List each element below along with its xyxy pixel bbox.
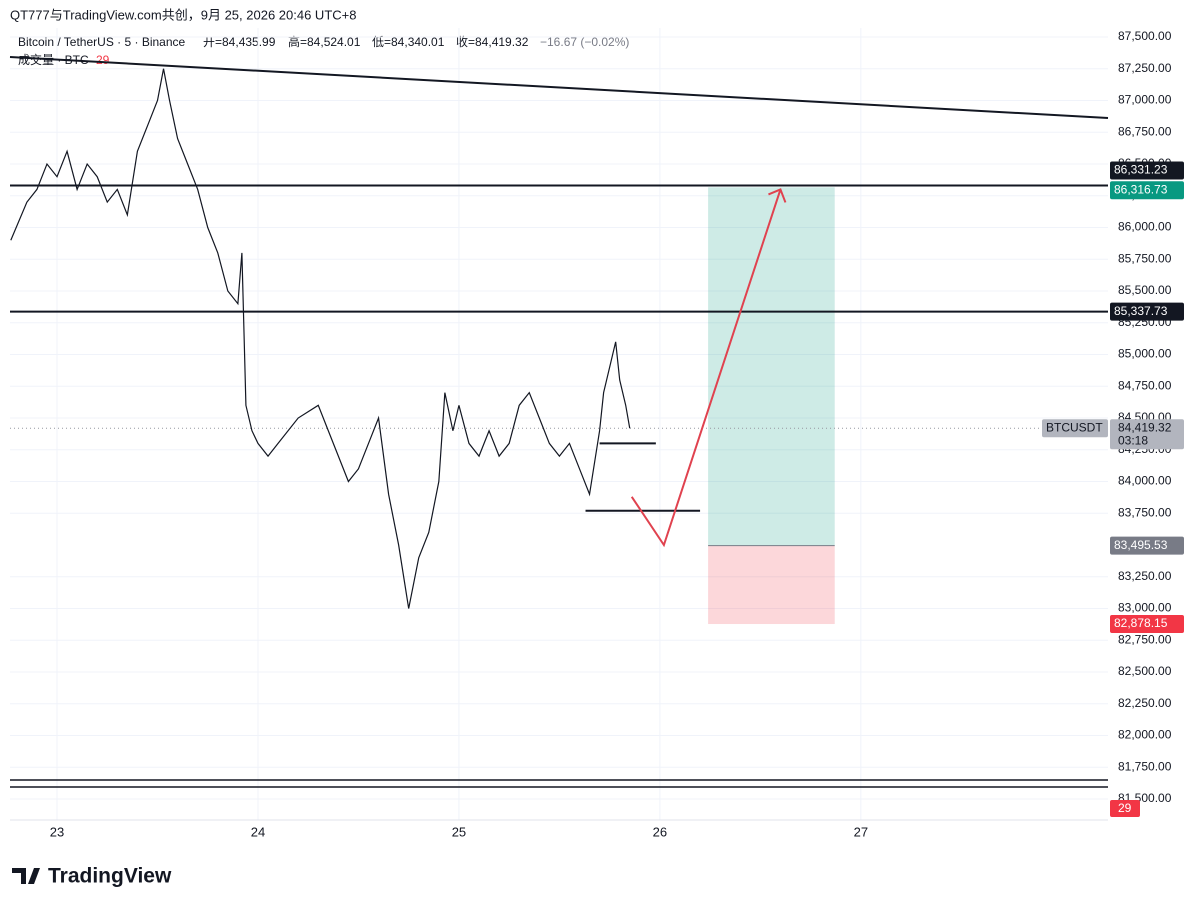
level-label-box xyxy=(1110,161,1184,180)
attribution: QT777与TradingView.com共创，9月 25, 2026 20:4… xyxy=(10,7,356,22)
symbol: Bitcoin / TetherUS · 5 · Binance xyxy=(18,35,186,49)
loss-zone xyxy=(708,545,835,625)
entry-label: 83,495.53 xyxy=(1114,538,1168,552)
profit-zone xyxy=(708,187,835,546)
y-tick-label: 85,500.00 xyxy=(1118,283,1172,297)
logo-icon xyxy=(12,868,40,884)
x-tick-label: 24 xyxy=(251,824,265,839)
y-tick-label: 82,000.00 xyxy=(1118,728,1172,742)
y-tick-label: 82,750.00 xyxy=(1118,632,1172,646)
y-tick-label: 87,000.00 xyxy=(1118,93,1172,107)
volume-value: 29 xyxy=(96,53,110,67)
last-box xyxy=(1110,419,1184,450)
ohlc-low: 低=84,340.01 xyxy=(372,35,445,49)
x-tick-label: 26 xyxy=(653,824,667,839)
y-tick-label: 85,000.00 xyxy=(1118,347,1172,361)
arrow xyxy=(630,189,782,548)
y-tick-label: 83,750.00 xyxy=(1118,505,1172,519)
ohlc-close: 收=84,419.32 xyxy=(456,35,529,49)
y-tick-label: 81,750.00 xyxy=(1118,759,1172,773)
y-tick-label: 83,000.00 xyxy=(1118,601,1172,615)
target-label: 86,316.73 xyxy=(1114,182,1168,196)
x-tick-label: 25 xyxy=(452,824,466,839)
y-tick-label: 82,250.00 xyxy=(1118,696,1172,710)
change: −16.67 (−0.02%) xyxy=(540,35,629,49)
y-tick-label: 83,250.00 xyxy=(1118,569,1172,583)
entry-label-box xyxy=(1110,536,1184,555)
y-tick-label: 85,750.00 xyxy=(1118,251,1172,265)
logo: TradingView xyxy=(12,865,172,888)
level-label: 85,337.73 xyxy=(1114,304,1168,318)
y-tick-label: 82,500.00 xyxy=(1118,664,1172,678)
ohlc-high: 高=84,524.01 xyxy=(288,34,361,49)
y-tick-label: 86,000.00 xyxy=(1118,220,1172,234)
last-price: 84,419.32 xyxy=(1118,420,1172,434)
symbol-box xyxy=(1042,419,1108,438)
x-tick-label: 23 xyxy=(50,824,64,839)
y-tick-label: 84,750.00 xyxy=(1118,378,1172,392)
stop-label: 82,878.15 xyxy=(1114,616,1168,630)
arrow-head xyxy=(768,188,787,203)
volume-badge-box xyxy=(1110,800,1140,817)
level-label-box xyxy=(1110,302,1184,321)
y-tick-label: 86,750.00 xyxy=(1118,124,1172,138)
logo-text: TradingView xyxy=(48,865,172,888)
y-tick-label: 87,250.00 xyxy=(1118,61,1172,75)
stop-label-box xyxy=(1110,615,1184,634)
volume-badge: 29 xyxy=(1118,801,1132,815)
price-line xyxy=(10,68,631,609)
y-tick-label: 84,000.00 xyxy=(1118,474,1172,488)
x-tick-label: 27 xyxy=(854,824,868,839)
symbol-label: BTCUSDT xyxy=(1046,420,1103,434)
countdown: 03:18 xyxy=(1118,433,1148,447)
y-tick-label: 87,500.00 xyxy=(1118,29,1172,43)
trendline xyxy=(9,55,1109,120)
level-label: 86,331.23 xyxy=(1114,163,1168,177)
target-label-box xyxy=(1110,181,1184,200)
